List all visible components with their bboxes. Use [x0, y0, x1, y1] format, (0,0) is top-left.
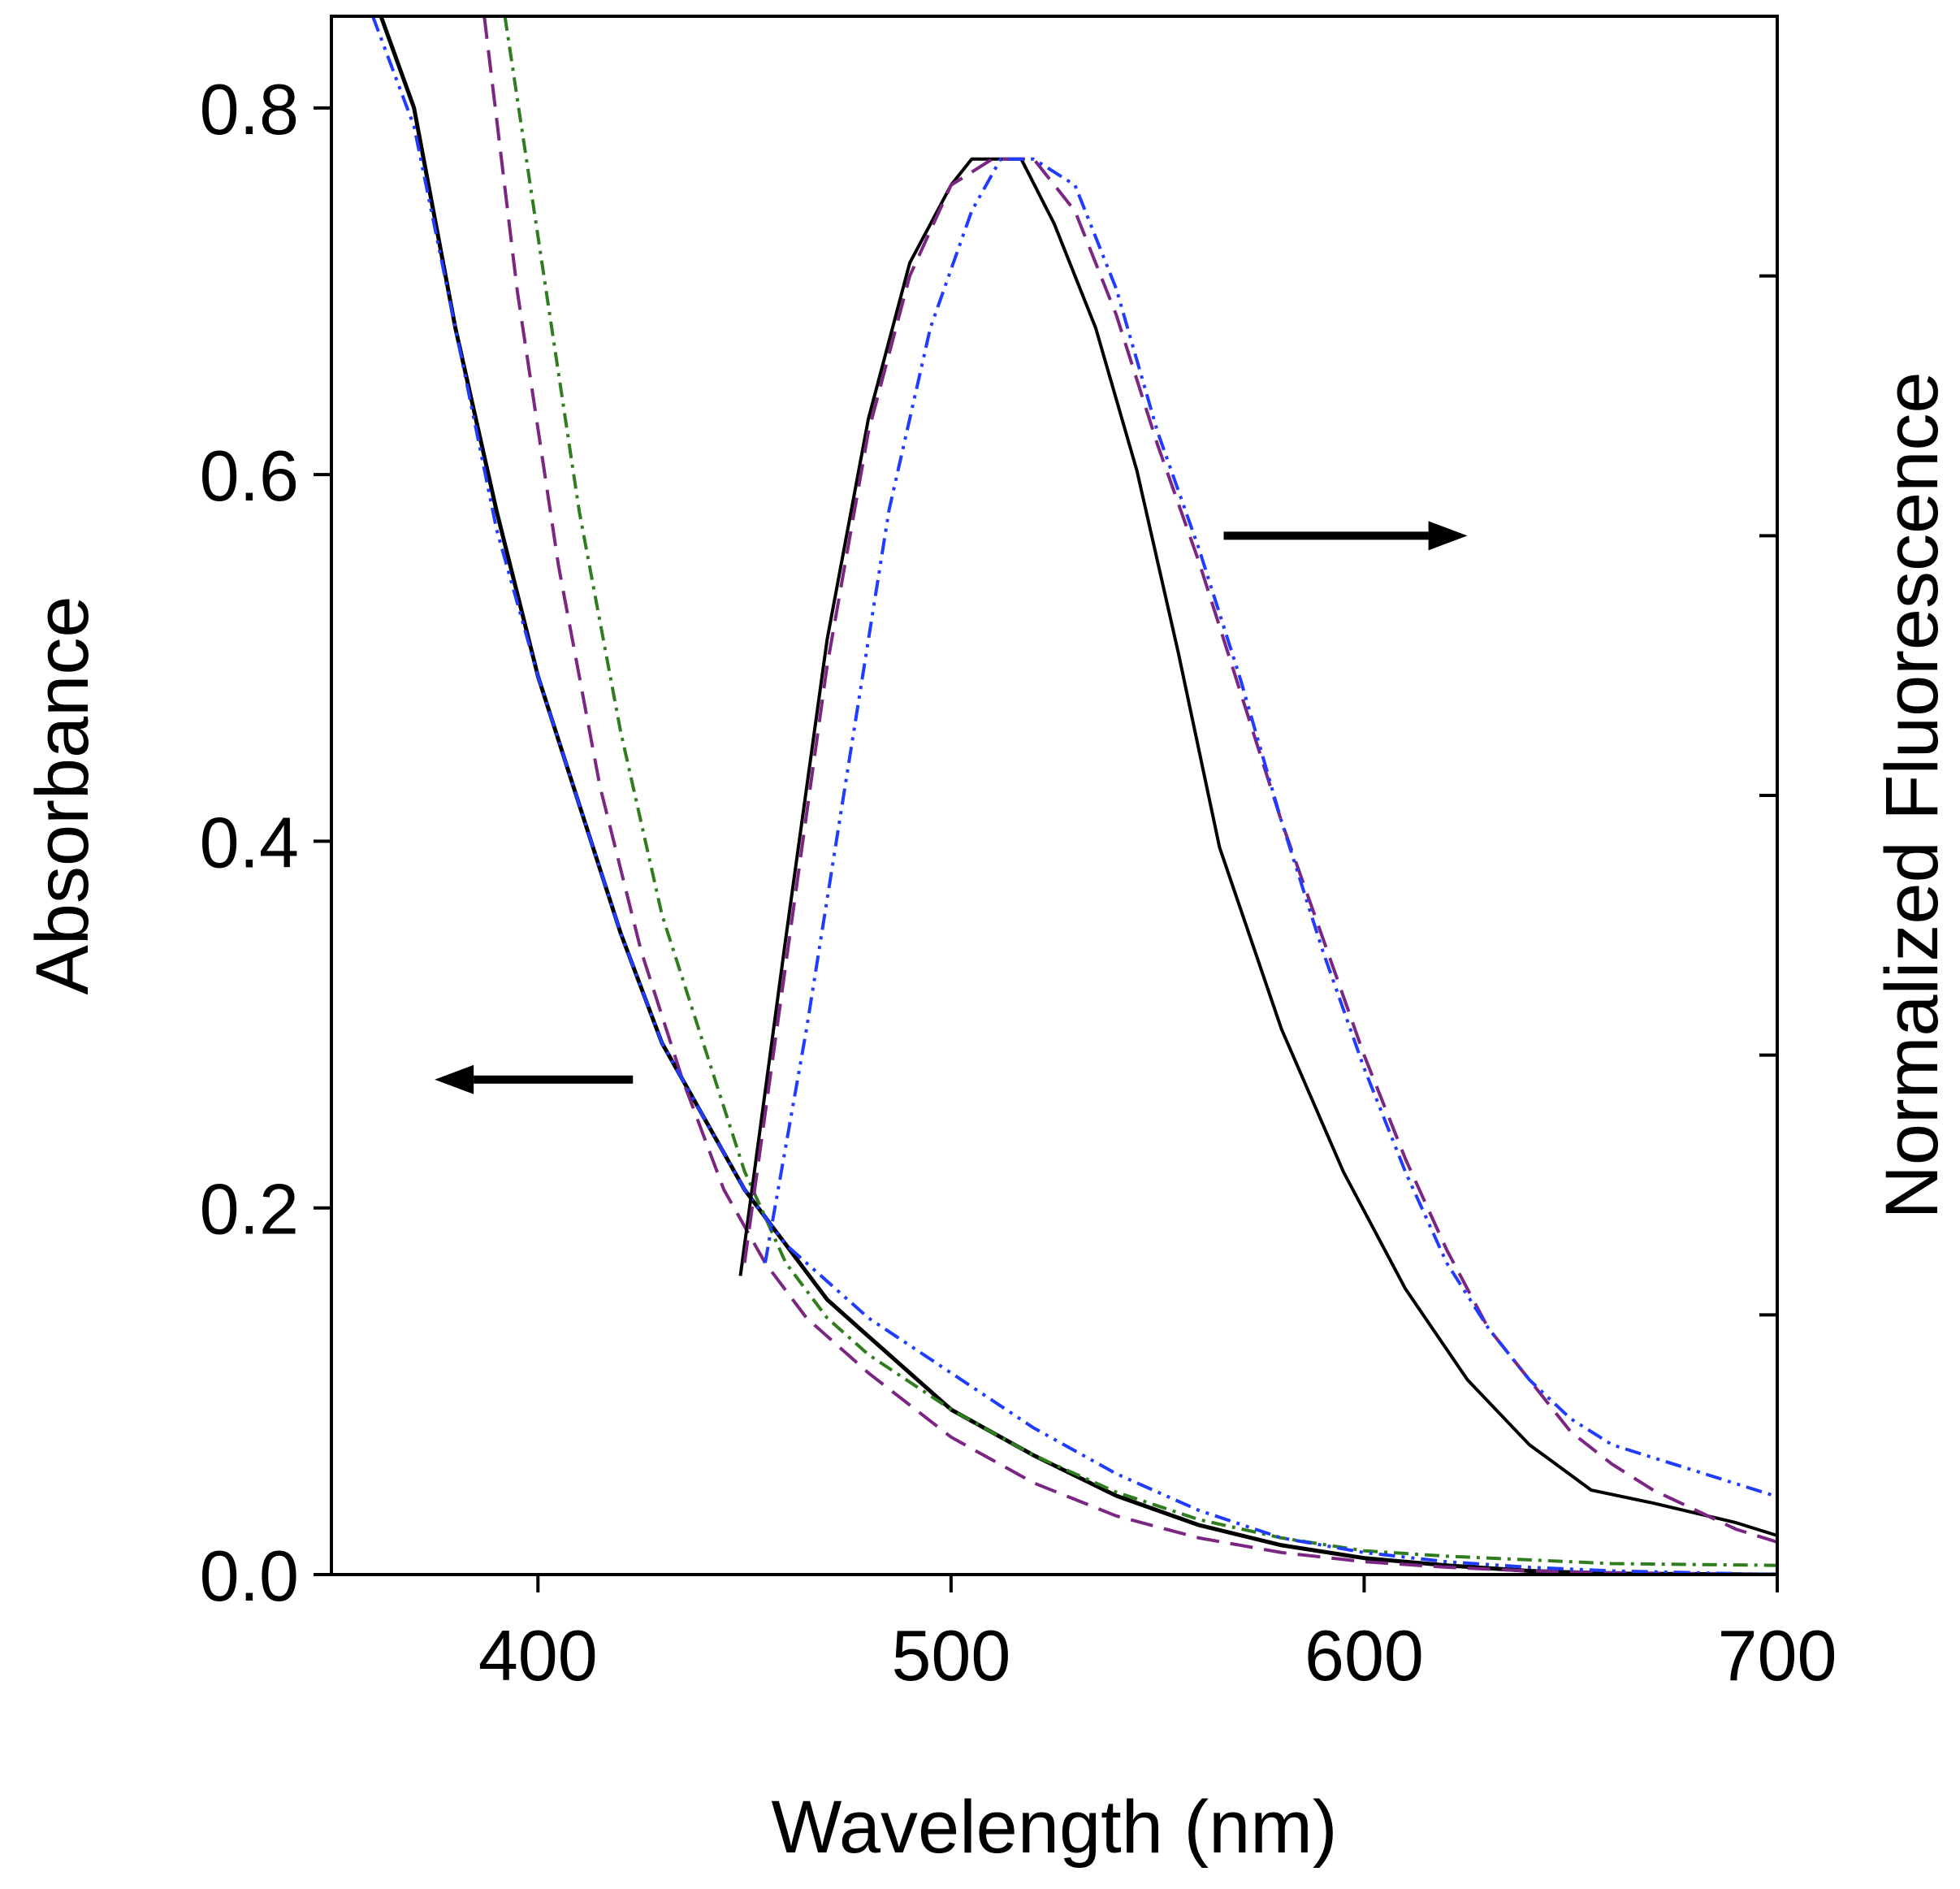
arrow-right-head — [1428, 521, 1468, 551]
y-tick-label: 0.2 — [200, 1169, 299, 1250]
x-tick-label: 600 — [1305, 1615, 1424, 1696]
y-tick-label: 0.0 — [200, 1536, 299, 1616]
y-tick-label: 0.4 — [200, 802, 299, 882]
series-layer — [371, 16, 1777, 1575]
x-axis-title: Wavelength (nm) — [771, 1786, 1337, 1869]
series-line-absorbance-blue — [371, 16, 1777, 1575]
annotation-layer — [435, 521, 1468, 1094]
x-tick-label: 500 — [891, 1615, 1010, 1696]
series-line-fluorescence-purple — [742, 157, 1777, 1544]
axis-layer: 400 500 600 700 0.0 0.2 0.4 0.6 0.8 — [200, 15, 1837, 1696]
series-line-absorbance-green — [503, 16, 1777, 1567]
x-tick-label: 400 — [478, 1615, 598, 1696]
series-line-absorbance-black — [379, 16, 1777, 1575]
y-tick-label: 0.8 — [200, 69, 299, 149]
y-axis-title: Absorbance — [21, 596, 104, 995]
y2-axis-title: Normalized Fluorescence — [1871, 371, 1954, 1219]
arrow-left-head — [435, 1064, 474, 1094]
series-line-fluorescence-blue — [764, 157, 1777, 1499]
series-line-absorbance-purple — [482, 16, 1777, 1575]
series-line-fluorescence-black — [738, 157, 1777, 1537]
y-tick-label: 0.6 — [200, 435, 299, 516]
x-tick-label: 700 — [1718, 1615, 1837, 1696]
plot-frame — [330, 15, 1779, 1576]
